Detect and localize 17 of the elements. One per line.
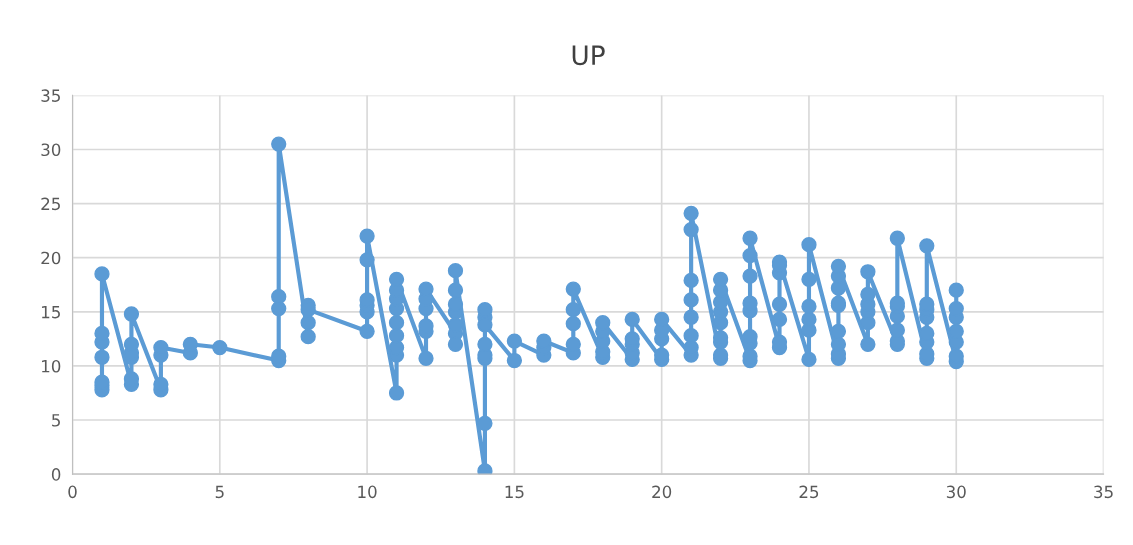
y-tick-label: 0 xyxy=(51,468,61,481)
x-tick-label: 35 xyxy=(1094,485,1113,499)
x-tick-label: 5 xyxy=(215,485,224,499)
x-tick-label: 30 xyxy=(946,485,966,499)
x-tick-label: 15 xyxy=(505,485,524,499)
x-tick-label: 10 xyxy=(358,485,377,499)
x-tick-label: 25 xyxy=(799,485,819,499)
x-tick-label: 0 xyxy=(68,485,77,499)
y-tick-label: 35 xyxy=(41,89,60,102)
y-tick-label: 10 xyxy=(42,359,61,373)
y-tick-label: 5 xyxy=(52,414,60,427)
y-tick-label: 30 xyxy=(41,143,61,157)
x-tick-label: 20 xyxy=(652,485,672,499)
y-tick-label: 25 xyxy=(41,197,60,211)
chart-title: UP xyxy=(572,45,605,66)
y-tick-label: 20 xyxy=(41,251,61,265)
y-tick-label: 15 xyxy=(42,306,60,319)
